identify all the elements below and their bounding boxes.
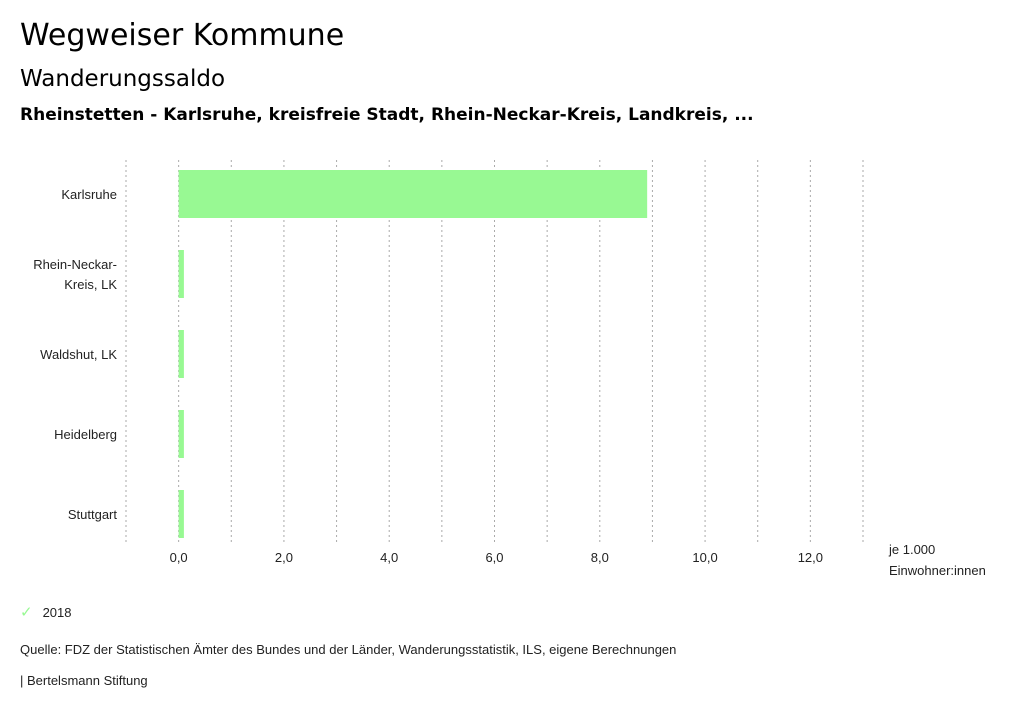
x-tick-label: 4,0 (380, 550, 398, 565)
x-tick-label: 2,0 (275, 550, 293, 565)
legend-label: 2018 (42, 604, 72, 620)
category-label: Kreis, LK (64, 277, 117, 292)
page-title: Wegweiser Kommune (20, 18, 345, 53)
category-label: Karlsruhe (61, 187, 117, 202)
category-label: Waldshut, LK (40, 347, 117, 362)
brand-note: | Bertelsmann Stiftung (20, 673, 148, 688)
region-title: Rheinstetten - Karlsruhe, kreisfreie Sta… (20, 105, 754, 125)
bar-rhein-neckar-kreis-lk (178, 250, 184, 298)
bar-stuttgart (178, 490, 184, 538)
chart-subtitle: Wanderungssaldo (20, 66, 226, 92)
category-label: Rhein-Neckar- (33, 257, 117, 272)
x-axis-unit-line-1: je 1.000 (889, 542, 936, 557)
bar-karlsruhe (178, 170, 648, 218)
category-label: Heidelberg (54, 427, 117, 442)
x-axis-unit-line-2: Einwohner:innen (889, 563, 986, 578)
x-tick-label: 8,0 (591, 550, 609, 565)
x-tick-label: 12,0 (798, 550, 823, 565)
category-label: Stuttgart (68, 507, 118, 522)
x-tick-label: 10,0 (692, 550, 717, 565)
source-note: Quelle: FDZ der Statistischen Ämter des … (20, 642, 677, 657)
bar-heidelberg (178, 410, 184, 458)
x-tick-label: 6,0 (485, 550, 503, 565)
x-tick-label: 0,0 (170, 550, 188, 565)
bar-waldshut-lk (178, 330, 184, 378)
check-icon: ✓ (20, 604, 33, 621)
legend-item-2018[interactable]: ✓ 2018 (20, 603, 72, 621)
x-axis-unit: je 1.000 Einwohner:innen (889, 539, 986, 581)
